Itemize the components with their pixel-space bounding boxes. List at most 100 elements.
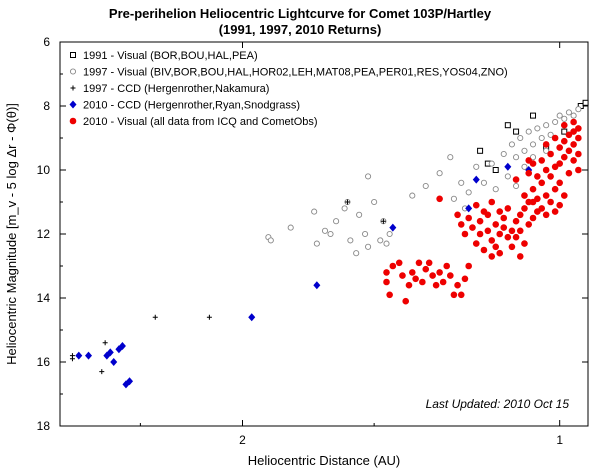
y-tick-label-16: 16 — [37, 355, 51, 369]
data-point — [425, 259, 433, 267]
data-point — [377, 237, 384, 244]
data-point — [362, 230, 369, 238]
data-point — [347, 237, 354, 244]
data-point — [472, 240, 480, 247]
data-point — [543, 147, 550, 154]
data-point — [419, 278, 426, 286]
legend-marker-3 — [69, 100, 77, 109]
data-point — [504, 122, 511, 129]
data-point — [534, 195, 541, 203]
data-point — [529, 185, 537, 193]
data-point — [492, 243, 500, 251]
x-tick-label-1: 1 — [556, 433, 563, 447]
data-point — [516, 253, 524, 260]
data-point — [461, 275, 469, 283]
data-point — [287, 224, 294, 231]
data-point — [575, 106, 582, 113]
data-point — [556, 179, 563, 187]
data-point — [570, 157, 577, 164]
data-point — [542, 141, 550, 148]
data-point — [492, 221, 500, 228]
data-point — [560, 192, 568, 199]
data-point — [110, 358, 118, 366]
data-point — [126, 377, 134, 386]
data-point — [525, 128, 532, 135]
data-point — [517, 134, 524, 142]
data-point — [476, 230, 484, 238]
data-point — [534, 125, 541, 132]
data-point — [582, 99, 589, 106]
data-point — [529, 154, 537, 161]
data-point — [570, 128, 577, 135]
data-point — [408, 269, 416, 276]
legend-marker-4 — [69, 117, 77, 125]
data-point — [457, 221, 465, 228]
data-point — [575, 134, 582, 142]
data-point — [496, 230, 504, 238]
data-point — [432, 281, 440, 289]
data-point — [500, 214, 508, 222]
data-point — [484, 227, 492, 235]
data-point — [389, 223, 397, 232]
data-point — [516, 227, 524, 235]
data-point — [383, 240, 390, 247]
legend-label-4: 2010 - Visual (all data from ICQ and Com… — [83, 116, 318, 128]
data-point — [513, 182, 520, 190]
data-point — [570, 112, 577, 119]
data-point — [395, 259, 403, 267]
data-point — [543, 122, 550, 129]
data-point — [399, 272, 406, 279]
data-point — [534, 173, 541, 180]
data-point — [561, 115, 568, 122]
data-point — [365, 173, 372, 180]
data-point — [561, 128, 568, 135]
legend-marker-0 — [70, 52, 76, 58]
data-point — [565, 109, 572, 116]
data-point — [512, 217, 520, 225]
data-point — [313, 240, 320, 247]
legend-label-1: 1997 - Visual (BIV,BOR,BOU,HAL,HOR02,LEH… — [83, 67, 508, 79]
data-point — [504, 162, 512, 171]
data-point — [389, 262, 397, 270]
legend-label-0: 1991 - Visual (BOR,BOU,HAL,PEA) — [83, 50, 258, 62]
data-point — [529, 160, 537, 167]
data-point — [267, 237, 274, 244]
series-4 — [383, 118, 582, 305]
data-point — [565, 169, 573, 177]
legend-label-2: 1997 - CCD (Hergenrother,Nakamura) — [83, 83, 269, 95]
data-point — [508, 141, 515, 148]
data-point — [371, 198, 378, 206]
y-tick-label-14: 14 — [37, 291, 51, 305]
data-point — [480, 246, 488, 254]
data-point — [570, 141, 577, 148]
data-point — [556, 144, 563, 151]
data-point — [538, 179, 546, 187]
data-point — [547, 150, 554, 158]
x-tick-label-2: 2 — [239, 433, 246, 447]
data-point — [516, 211, 524, 219]
data-point — [512, 233, 520, 241]
y-tick-label-12: 12 — [37, 227, 51, 241]
series-3 — [75, 162, 533, 389]
data-point — [504, 173, 511, 180]
data-point — [333, 218, 340, 225]
data-point — [313, 281, 321, 290]
data-point — [547, 198, 554, 206]
data-point — [542, 211, 550, 219]
series-2 — [69, 199, 386, 375]
data-point — [344, 199, 350, 205]
data-point — [458, 179, 465, 186]
data-point — [496, 249, 504, 257]
x-axis-label: Heliocentric Distance (AU) — [248, 453, 400, 468]
data-point — [465, 204, 473, 213]
data-point — [570, 118, 577, 126]
data-point — [521, 192, 528, 199]
data-point — [118, 342, 126, 350]
data-point — [436, 170, 443, 177]
data-point — [575, 150, 582, 158]
data-point — [443, 262, 451, 270]
data-point — [422, 265, 430, 273]
data-point — [356, 211, 363, 218]
